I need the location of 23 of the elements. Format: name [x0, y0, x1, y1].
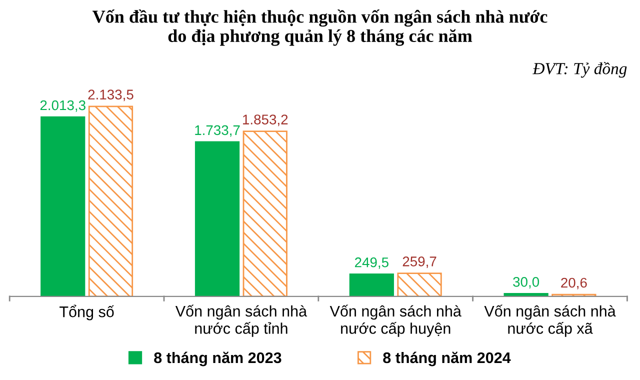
bar: [504, 293, 548, 296]
x-tick-label: Vốn ngân sách nhà nước cấp huyện: [330, 304, 462, 337]
bar: [242, 130, 288, 296]
x-tick-label: Vốn ngân sách nhà nước cấp tỉnh: [175, 304, 308, 337]
bar: [397, 272, 442, 296]
text: ĐVT: Tỷ đồng: [532, 62, 627, 78]
data-label: 20,6: [561, 278, 587, 290]
data-label: 1.853,2: [243, 114, 288, 126]
chart-title: Vốn đầu tư thực hiện thuộc nguồn vốn ngân sách nhà nước do địa phương quản lý 8 tháng các năm: [92, 10, 548, 46]
data-label: 30,0: [513, 276, 540, 288]
bar: [349, 273, 394, 296]
data-label: 1.733,7: [195, 125, 240, 137]
bar: [40, 116, 86, 296]
data-label: 2.013,3: [40, 100, 86, 112]
x-tick-label: Vốn ngân sách nhà nước cấp xã: [484, 304, 616, 337]
legend-label: 8 tháng năm 2024: [383, 352, 511, 366]
data-label: 249,5: [354, 257, 388, 269]
x-tick-label: Tổng số: [60, 304, 114, 320]
bar: [194, 141, 240, 296]
data-label: 259,7: [402, 256, 436, 268]
data-label: 2.133,5: [88, 90, 134, 102]
legend-label: 8 tháng năm 2023: [154, 352, 282, 366]
bar: [88, 106, 134, 296]
